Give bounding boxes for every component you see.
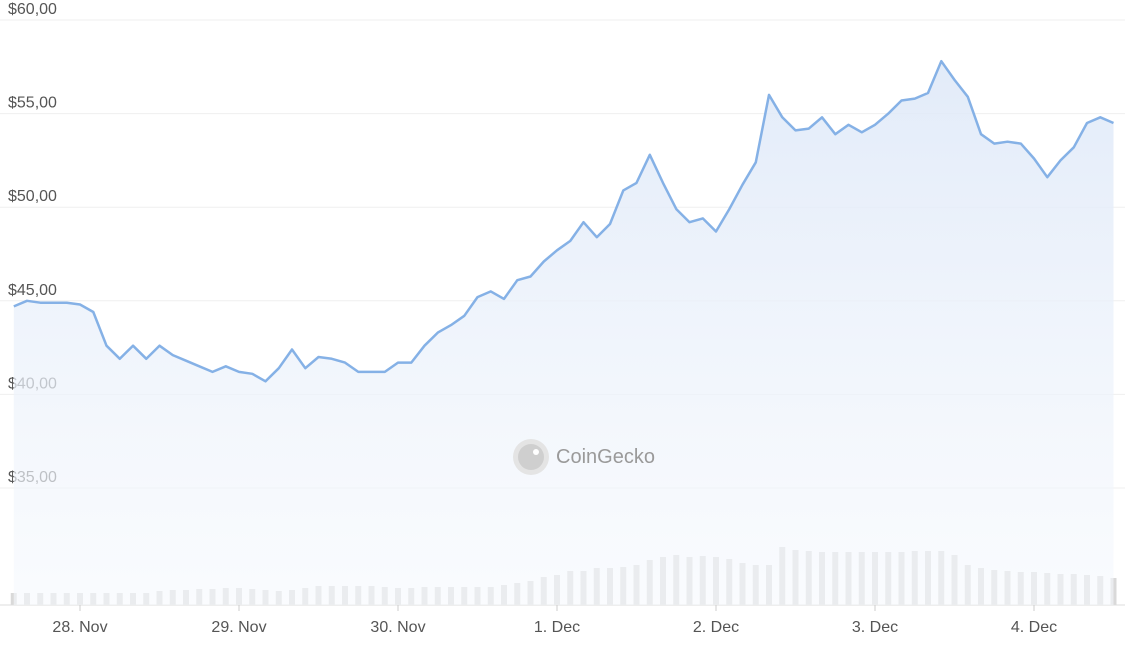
x-tick-label: 28. Nov <box>52 619 107 636</box>
x-tick-label: 2. Dec <box>693 619 739 636</box>
watermark: CoinGecko <box>513 439 655 475</box>
x-tick-label: 1. Dec <box>534 619 580 636</box>
watermark-text: CoinGecko <box>556 446 655 468</box>
area <box>13 61 1114 605</box>
y-tick-label: $45,00 <box>8 282 57 299</box>
volume-bar <box>10 593 17 605</box>
x-tick-label: 3. Dec <box>852 619 898 636</box>
y-tick-label: $50,00 <box>8 188 57 205</box>
y-tick-label: $55,00 <box>8 95 57 112</box>
x-tick-label: 4. Dec <box>1011 619 1057 636</box>
x-tick-label: 30. Nov <box>370 619 425 636</box>
y-tick-label: $60,00 <box>8 1 57 18</box>
price-line <box>13 59 1114 383</box>
x-tick-label: 29. Nov <box>211 619 266 636</box>
